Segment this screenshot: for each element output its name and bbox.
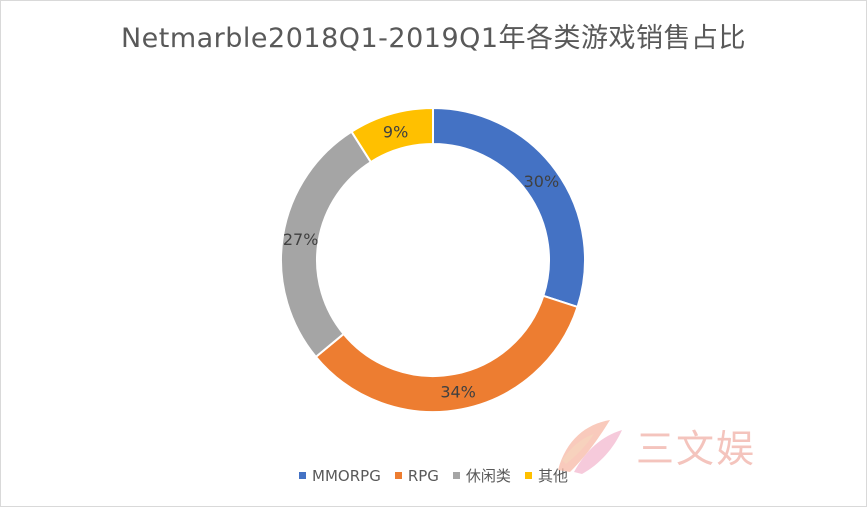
watermark-text: 三文娱 [636, 426, 757, 471]
data-label: 30% [524, 172, 560, 191]
legend-item-other: 其他 [524, 465, 568, 486]
legend: MMORPG RPG 休闲类 其他 [0, 465, 867, 486]
legend-item-mmorpg: MMORPG [299, 467, 381, 485]
watermark: 三文娱 [548, 410, 798, 480]
legend-item-rpg: RPG [394, 466, 439, 485]
legend-label: 其他 [537, 467, 568, 485]
legend-swatch [524, 472, 532, 479]
legend-item-casual: 休闲类 [452, 465, 511, 486]
legend-swatch [299, 472, 307, 479]
legend-swatch [394, 472, 402, 479]
data-label: 34% [440, 383, 476, 402]
legend-label: RPG [407, 466, 439, 485]
legend-swatch [452, 472, 460, 479]
legend-label: MMORPG [312, 466, 381, 485]
data-label: 9% [383, 122, 408, 141]
slice-other [350, 106, 434, 164]
watermark-logo-icon [558, 420, 622, 474]
chart-title: Netmarble2018Q1-2019Q1年各类游戏销售占比 [120, 23, 747, 54]
slice-mmorpg [432, 106, 586, 309]
legend-label: 休闲类 [465, 467, 511, 485]
data-label: 27% [283, 230, 319, 249]
